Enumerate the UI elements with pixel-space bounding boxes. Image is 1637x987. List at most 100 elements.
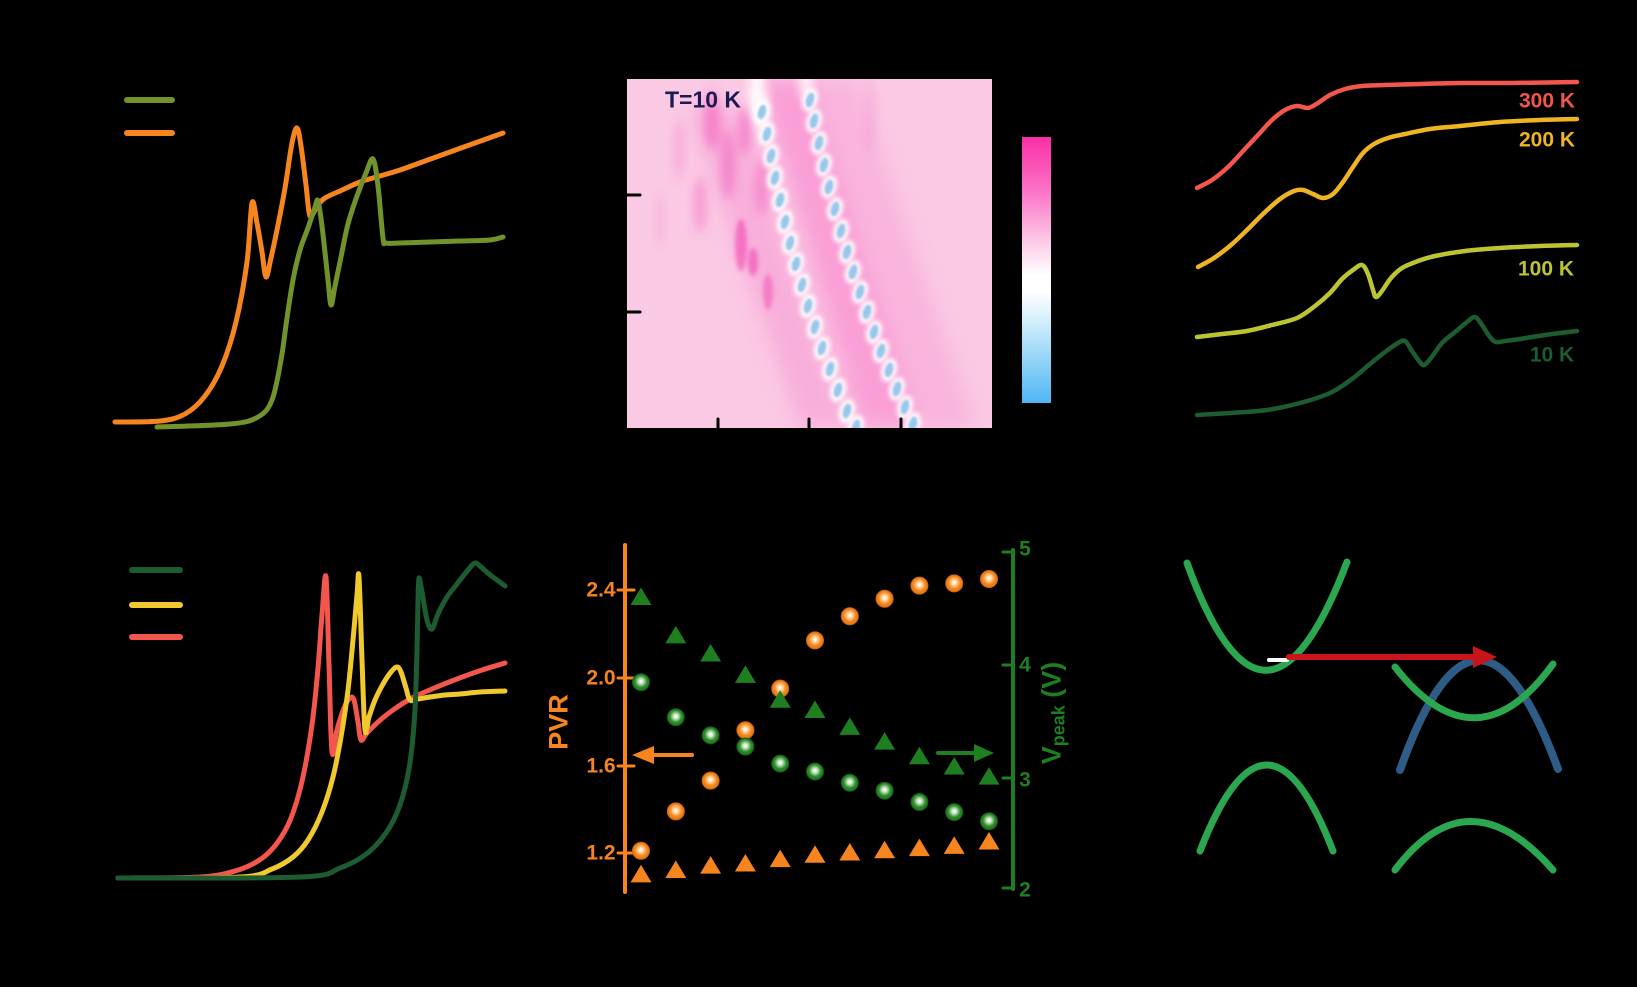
pvr-circles-marker: [945, 574, 964, 593]
resonance-dot-core: [810, 319, 820, 335]
resonance-dot-core: [876, 343, 886, 359]
magenta-wisp: [694, 177, 706, 233]
panel-a-iv-curves: [112, 97, 506, 430]
pvr-arrow-head: [632, 746, 654, 764]
vpeak-triangles-marker: [978, 767, 1000, 785]
resonance-dot-core: [908, 416, 918, 428]
vpeak-triangles-marker: [839, 717, 861, 735]
pvr-circles-marker: [736, 721, 755, 740]
pvr-circles-marker: [666, 802, 685, 821]
resonance-dot-core: [848, 264, 858, 280]
resonance-dot-core: [825, 361, 835, 377]
iv-curve-orange: [112, 125, 506, 425]
magenta-wisp: [674, 120, 684, 180]
magenta-stripe-right: [815, 79, 975, 428]
vpeak-arrow-head: [974, 744, 994, 762]
resonance-dot-core: [762, 126, 772, 142]
resonance-dot-core: [862, 304, 872, 320]
magenta-wisp: [763, 274, 773, 310]
resonance-dot-core: [892, 381, 902, 397]
pvr-triangles-marker: [700, 856, 722, 874]
panel-f-band-schematic: [1183, 558, 1562, 874]
curve-300k: [1194, 79, 1580, 191]
curve-200k: [1195, 116, 1580, 270]
vpeak-circles-marker: [910, 792, 929, 811]
pvr-circles-marker: [980, 570, 998, 589]
resonance-dot-core: [900, 399, 910, 415]
magenta-wisp: [755, 155, 769, 215]
pvr-triangles-marker: [769, 849, 791, 868]
iv-curve-darkgreen: [115, 560, 508, 881]
panel-e-axes: [616, 543, 1015, 894]
vpeak-circles-marker: [632, 673, 650, 692]
resonance-dot-core: [819, 157, 829, 173]
resonance-dot-core: [805, 92, 815, 108]
resonance-dot-core: [775, 192, 785, 208]
pvr-circles-marker: [840, 607, 859, 626]
band-green-vb-left: [1196, 761, 1337, 855]
vpeak-triangles-marker: [630, 587, 652, 605]
resonance-dot-core: [766, 148, 776, 164]
pvr-triangles-marker: [734, 853, 756, 872]
resonance-dot-core: [884, 362, 894, 378]
resonance-dot-core: [836, 223, 846, 239]
pvr-triangles-marker: [978, 832, 1000, 850]
magenta-wisp: [656, 194, 664, 246]
vpeak-circles-marker: [771, 754, 790, 773]
panel-e-scatter-markers: [630, 570, 1000, 883]
panel-d-iv-curves: [115, 560, 508, 881]
vpeak-triangles-marker: [700, 643, 722, 662]
pvr-triangles-marker: [874, 840, 896, 859]
tunneling-arrow-head: [1473, 646, 1497, 668]
magenta-wisp: [721, 130, 735, 200]
pvr-circles-marker: [875, 589, 894, 608]
heatmap-resonance-dots: [753, 87, 922, 428]
band-green-shallow-right: [1391, 660, 1557, 722]
vpeak-circles-marker: [875, 781, 894, 800]
resonance-dot-core: [817, 340, 827, 356]
vpeak-triangles-marker: [804, 700, 826, 718]
resonance-dot-core: [851, 419, 861, 428]
curve-10k: [1194, 314, 1580, 418]
magenta-wisp: [865, 79, 875, 153]
band-green-cb-left: [1183, 558, 1351, 674]
vpeak-circles-marker: [806, 762, 824, 781]
pvr-triangles-marker: [839, 843, 861, 861]
vpeak-triangles-marker: [943, 756, 965, 775]
vpeak-triangles-marker: [769, 690, 791, 708]
vpeak-circles-marker: [945, 803, 964, 822]
resonance-dot-core: [757, 104, 767, 120]
resonance-dot-core: [824, 179, 834, 195]
magenta-wisp: [735, 219, 747, 271]
iv-curve-olive: [154, 156, 506, 430]
vpeak-circles-marker: [840, 773, 859, 792]
pvr-circles-marker: [701, 771, 720, 790]
resonance-dot-core: [770, 170, 780, 186]
curve-100k: [1194, 242, 1580, 340]
resonance-dot-core: [842, 403, 852, 419]
vpeak-circles-marker: [980, 812, 998, 831]
magenta-wisp: [739, 105, 751, 155]
heatmap-ticks: [625, 193, 903, 434]
vpeak-circles-marker: [736, 737, 755, 756]
vpeak-triangles-marker: [874, 732, 896, 750]
vpeak-triangles-marker: [665, 625, 687, 644]
resonance-dot-core: [785, 235, 795, 251]
resonance-dot-core: [791, 256, 801, 272]
band-green-vb-right: [1391, 818, 1557, 874]
heatmap-colorbar: [1022, 137, 1051, 403]
resonance-dot-core: [780, 214, 790, 230]
vpeak-triangles-marker: [908, 746, 930, 765]
iv-curve-yellow: [115, 571, 508, 881]
resonance-dot-core: [803, 298, 813, 314]
vpeak-circles-marker: [666, 708, 685, 727]
resonance-dot-core: [814, 135, 824, 151]
resonance-dot-core: [869, 324, 879, 340]
pvr-triangles-marker: [943, 836, 965, 854]
panel-c-temperature-curves: [1194, 79, 1580, 418]
resonance-dot-core: [797, 277, 807, 293]
magenta-wisp: [704, 90, 720, 150]
pvr-triangles-marker: [665, 860, 687, 879]
vpeak-triangles-marker: [734, 665, 756, 683]
